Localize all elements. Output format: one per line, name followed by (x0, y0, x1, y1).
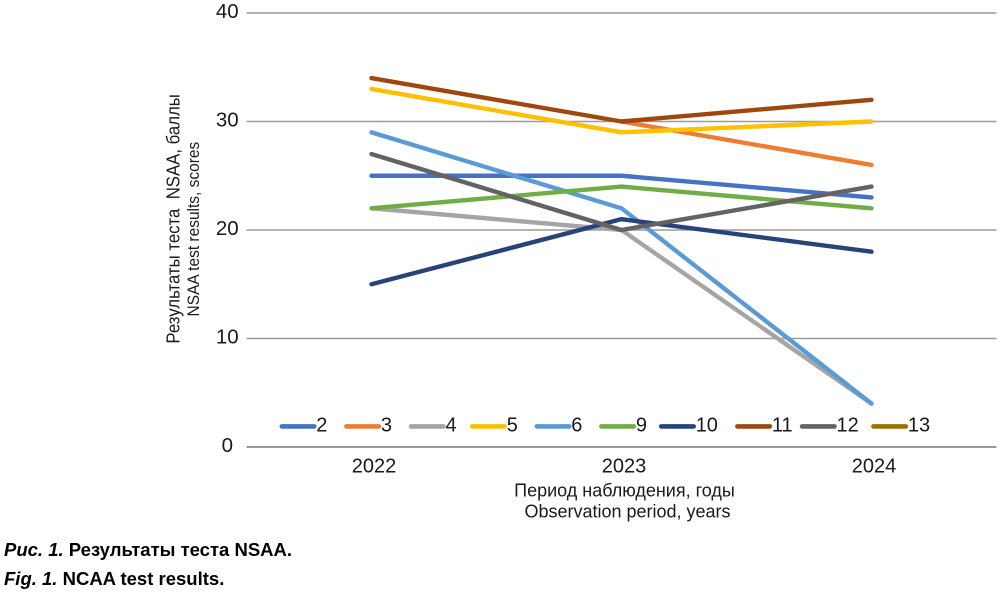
series-line-11 (369, 75, 874, 124)
series-line-6 (369, 130, 874, 406)
legend-label-9: 9 (636, 415, 647, 437)
caption-en-figure-number: Fig. 1. (4, 567, 58, 589)
legend-label-2: 2 (316, 415, 327, 437)
x-tick-label-2022: 2022 (352, 456, 397, 478)
legend-label-5: 5 (507, 415, 518, 437)
x-tick-label-2024: 2024 (852, 456, 897, 478)
y-tick-label-30: 30 (216, 109, 239, 132)
legend-label-4: 4 (446, 415, 457, 437)
caption-en: Fig. 1. NCAA test results. (4, 568, 224, 590)
legend-label-12: 12 (837, 415, 859, 437)
x-axis-title-ru: Период наблюдения, годы (514, 481, 735, 501)
y-tick-label-40: 40 (216, 0, 239, 23)
y-tick-labels-group: 0 10 20 30 40 (216, 0, 239, 457)
caption-en-text: NCAA test results. (57, 567, 225, 589)
series-line-10 (369, 216, 874, 287)
y-tick-label-20: 20 (216, 217, 239, 240)
series-line-2 (369, 173, 874, 200)
series-line-4 (369, 206, 874, 406)
legend-label-13: 13 (908, 415, 930, 437)
legend-group: 2 3 4 5 6 9 10 11 12 13 (279, 415, 930, 437)
series-lines-group (369, 75, 874, 406)
y-tick-label-0: 0 (222, 434, 233, 457)
y-axis-title-en: NSAA test results, scores (185, 142, 203, 317)
caption-ru: Рис. 1. Результаты теста NSAA. (4, 539, 292, 561)
legend-label-3: 3 (381, 415, 392, 437)
caption-ru-figure-number: Рис. 1. (4, 538, 64, 560)
x-tick-label-2023: 2023 (602, 456, 647, 478)
x-axis-title-en: Observation period, years (524, 502, 730, 522)
caption-ru-text: Результаты теста NSAA. (63, 538, 293, 560)
y-tick-label-10: 10 (216, 326, 239, 349)
series-line-12 (369, 151, 874, 233)
legend-label-6: 6 (571, 415, 582, 437)
x-tick-labels-group: 2022 2023 2024 (352, 456, 897, 478)
series-line-5 (369, 86, 874, 135)
y-axis-title-ru: Результаты теста NSAA, баллы (164, 94, 184, 344)
legend-label-11: 11 (772, 415, 793, 437)
legend-label-10: 10 (696, 415, 718, 437)
nsaa-line-chart: 0 10 20 30 40 2022 2023 2024 2 3 4 5 6 9 10 11 12 13 Ре… (164, 0, 997, 522)
